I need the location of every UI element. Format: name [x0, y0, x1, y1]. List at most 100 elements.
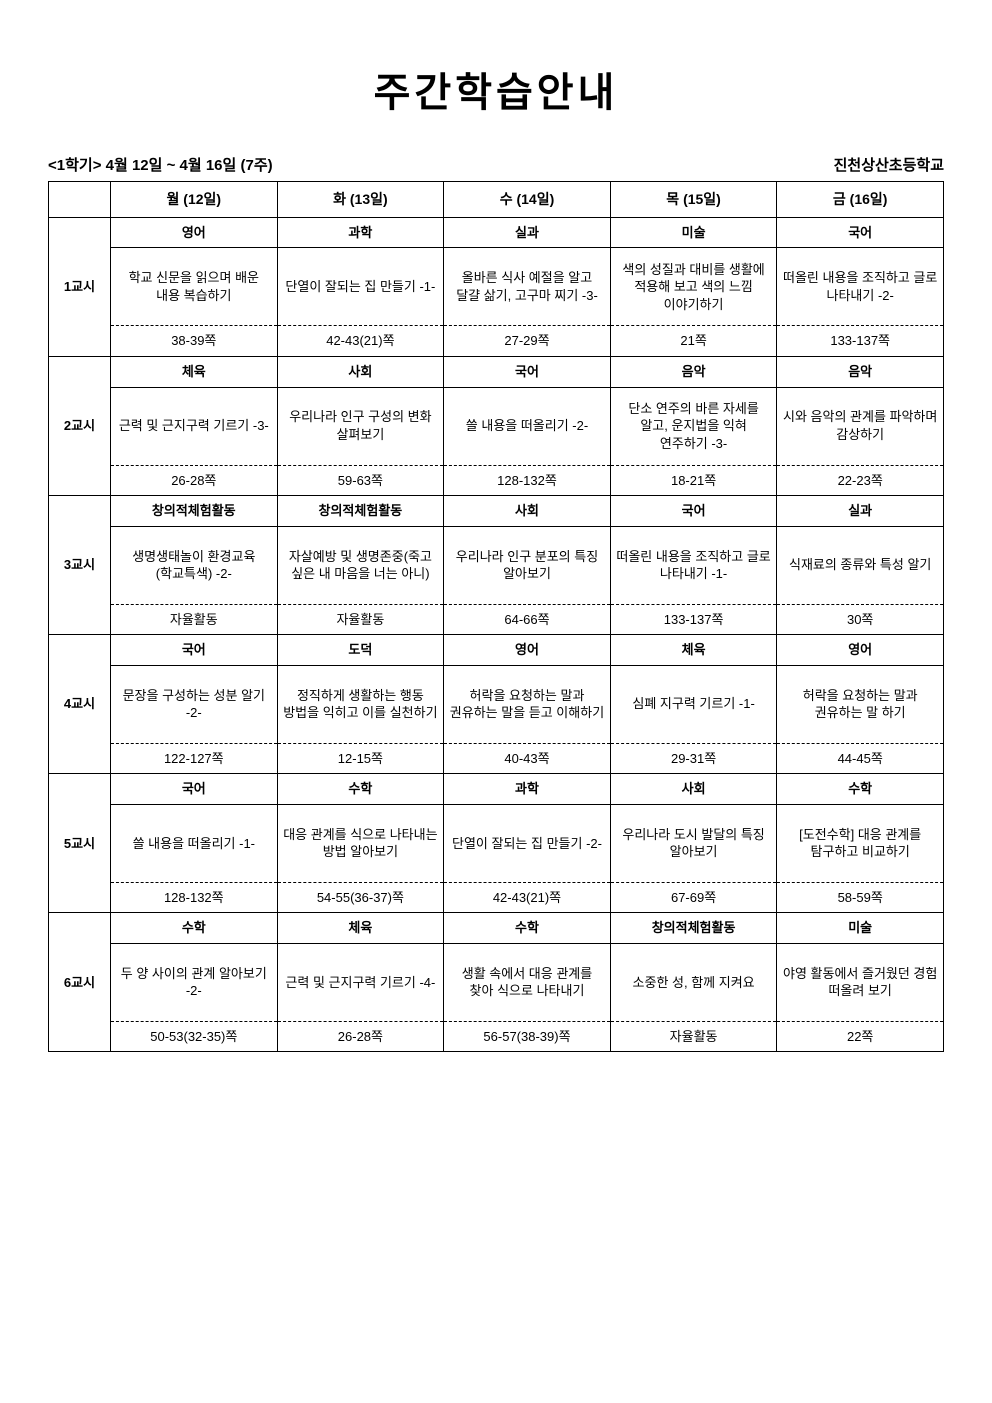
desc-cell: 쓸 내용을 떠올리기 -1- [111, 804, 278, 882]
subject-cell: 미술 [777, 913, 944, 944]
desc-cell: 야영 활동에서 즐거웠던 경험 떠올려 보기 [777, 943, 944, 1021]
page-cell: 42-43(21)쪽 [277, 326, 444, 357]
desc-row: 두 양 사이의 관계 알아보기 -2-근력 및 근지구력 기르기 -4-생활 속… [49, 943, 944, 1021]
page-cell: 12-15쪽 [277, 743, 444, 774]
school-name: 진천상산초등학교 [834, 154, 944, 175]
page-cell: 22-23쪽 [777, 465, 944, 496]
desc-cell: 정직하게 생활하는 행동 방법을 익히고 이를 실천하기 [277, 665, 444, 743]
desc-cell: 떠올린 내용을 조직하고 글로 나타내기 -2- [777, 248, 944, 326]
page-cell: 30쪽 [777, 604, 944, 635]
desc-cell: 식재료의 종류와 특성 알기 [777, 526, 944, 604]
desc-cell: 올바른 식사 예절을 알고 달걀 삶기, 고구마 찌기 -3- [444, 248, 611, 326]
period-label: 1교시 [49, 217, 111, 356]
desc-row: 문장을 구성하는 성분 알기 -2-정직하게 생활하는 행동 방법을 익히고 이… [49, 665, 944, 743]
subject-cell: 국어 [111, 635, 278, 666]
page-cell: 56-57(38-39)쪽 [444, 1021, 611, 1052]
subject-row: 6교시수학체육수학창의적체험활동미술 [49, 913, 944, 944]
desc-cell: 학교 신문을 읽으며 배운 내용 복습하기 [111, 248, 278, 326]
schedule-table: 월 (12일) 화 (13일) 수 (14일) 목 (15일) 금 (16일) … [48, 181, 944, 1052]
meta-row: <1학기> 4월 12일 ~ 4월 16일 (7주) 진천상산초등학교 [48, 154, 944, 175]
desc-cell: 생명생태놀이 환경교육(학교특색) -2- [111, 526, 278, 604]
subject-cell: 국어 [610, 496, 777, 527]
desc-cell: 근력 및 근지구력 기르기 -3- [111, 387, 278, 465]
subject-cell: 미술 [610, 217, 777, 248]
header-row: 월 (12일) 화 (13일) 수 (14일) 목 (15일) 금 (16일) [49, 182, 944, 218]
desc-row: 쓸 내용을 떠올리기 -1-대응 관계를 식으로 나타내는 방법 알아보기단열이… [49, 804, 944, 882]
subject-row: 4교시국어도덕영어체육영어 [49, 635, 944, 666]
desc-cell: 색의 성질과 대비를 생활에 적용해 보고 색의 느낌 이야기하기 [610, 248, 777, 326]
subject-cell: 창의적체험활동 [610, 913, 777, 944]
desc-cell: 허락을 요청하는 말과 권유하는 말을 듣고 이해하기 [444, 665, 611, 743]
page-cell: 자율활동 [277, 604, 444, 635]
day-header: 금 (16일) [777, 182, 944, 218]
desc-cell: 심폐 지구력 기르기 -1- [610, 665, 777, 743]
desc-cell: 두 양 사이의 관계 알아보기 -2- [111, 943, 278, 1021]
schedule-body: 1교시영어과학실과미술국어학교 신문을 읽으며 배운 내용 복습하기단열이 잘되… [49, 217, 944, 1052]
subject-row: 1교시영어과학실과미술국어 [49, 217, 944, 248]
desc-row: 근력 및 근지구력 기르기 -3-우리나라 인구 구성의 변화 살펴보기쓸 내용… [49, 387, 944, 465]
subject-cell: 실과 [444, 217, 611, 248]
subject-cell: 영어 [111, 217, 278, 248]
desc-cell: 단열이 잘되는 집 만들기 -2- [444, 804, 611, 882]
page-cell: 67-69쪽 [610, 882, 777, 913]
page-cell: 128-132쪽 [111, 882, 278, 913]
page-row: 122-127쪽12-15쪽40-43쪽29-31쪽44-45쪽 [49, 743, 944, 774]
page-cell: 40-43쪽 [444, 743, 611, 774]
subject-row: 3교시창의적체험활동창의적체험활동사회국어실과 [49, 496, 944, 527]
subject-cell: 수학 [777, 774, 944, 805]
subject-cell: 사회 [444, 496, 611, 527]
subject-cell: 과학 [277, 217, 444, 248]
period-label: 2교시 [49, 356, 111, 495]
desc-row: 학교 신문을 읽으며 배운 내용 복습하기단열이 잘되는 집 만들기 -1-올바… [49, 248, 944, 326]
subject-cell: 음악 [610, 356, 777, 387]
subject-cell: 과학 [444, 774, 611, 805]
subject-cell: 영어 [777, 635, 944, 666]
page-cell: 21쪽 [610, 326, 777, 357]
page-cell: 128-132쪽 [444, 465, 611, 496]
subject-cell: 국어 [444, 356, 611, 387]
subject-cell: 사회 [277, 356, 444, 387]
semester-label: <1학기> 4월 12일 ~ 4월 16일 (7주) [48, 154, 273, 175]
page-cell: 자율활동 [111, 604, 278, 635]
page-cell: 29-31쪽 [610, 743, 777, 774]
subject-cell: 체육 [610, 635, 777, 666]
subject-cell: 수학 [277, 774, 444, 805]
page-row: 자율활동자율활동64-66쪽133-137쪽30쪽 [49, 604, 944, 635]
subject-cell: 수학 [444, 913, 611, 944]
desc-cell: 떠올린 내용을 조직하고 글로 나타내기 -1- [610, 526, 777, 604]
desc-row: 생명생태놀이 환경교육(학교특색) -2-자살예방 및 생명존중(죽고 싶은 내… [49, 526, 944, 604]
page-cell: 27-29쪽 [444, 326, 611, 357]
desc-cell: 생활 속에서 대응 관계를 찾아 식으로 나타내기 [444, 943, 611, 1021]
subject-cell: 음악 [777, 356, 944, 387]
page-row: 38-39쪽42-43(21)쪽27-29쪽21쪽133-137쪽 [49, 326, 944, 357]
subject-cell: 영어 [444, 635, 611, 666]
desc-cell: 쓸 내용을 떠올리기 -2- [444, 387, 611, 465]
period-label: 4교시 [49, 635, 111, 774]
desc-cell: 시와 음악의 관계를 파악하며 감상하기 [777, 387, 944, 465]
desc-cell: [도전수학] 대응 관계를 탐구하고 비교하기 [777, 804, 944, 882]
page-cell: 26-28쪽 [111, 465, 278, 496]
desc-cell: 대응 관계를 식으로 나타내는 방법 알아보기 [277, 804, 444, 882]
subject-cell: 수학 [111, 913, 278, 944]
page-row: 50-53(32-35)쪽26-28쪽56-57(38-39)쪽자율활동22쪽 [49, 1021, 944, 1052]
page-root: 주간학습안내 <1학기> 4월 12일 ~ 4월 16일 (7주) 진천상산초등… [0, 0, 992, 1403]
page-cell: 42-43(21)쪽 [444, 882, 611, 913]
page-row: 26-28쪽59-63쪽128-132쪽18-21쪽22-23쪽 [49, 465, 944, 496]
day-header: 화 (13일) [277, 182, 444, 218]
page-title: 주간학습안내 [48, 60, 944, 118]
desc-cell: 우리나라 인구 구성의 변화 살펴보기 [277, 387, 444, 465]
page-row: 128-132쪽54-55(36-37)쪽42-43(21)쪽67-69쪽58-… [49, 882, 944, 913]
page-cell: 133-137쪽 [777, 326, 944, 357]
day-header: 목 (15일) [610, 182, 777, 218]
desc-cell: 소중한 성, 함께 지켜요 [610, 943, 777, 1021]
day-header: 수 (14일) [444, 182, 611, 218]
desc-cell: 단소 연주의 바른 자세를 알고, 운지법을 익혀 연주하기 -3- [610, 387, 777, 465]
subject-row: 5교시국어수학과학사회수학 [49, 774, 944, 805]
desc-cell: 자살예방 및 생명존중(죽고 싶은 내 마음을 너는 아니) [277, 526, 444, 604]
page-cell: 58-59쪽 [777, 882, 944, 913]
subject-cell: 도덕 [277, 635, 444, 666]
page-cell: 22쪽 [777, 1021, 944, 1052]
subject-cell: 창의적체험활동 [111, 496, 278, 527]
day-header: 월 (12일) [111, 182, 278, 218]
page-cell: 38-39쪽 [111, 326, 278, 357]
